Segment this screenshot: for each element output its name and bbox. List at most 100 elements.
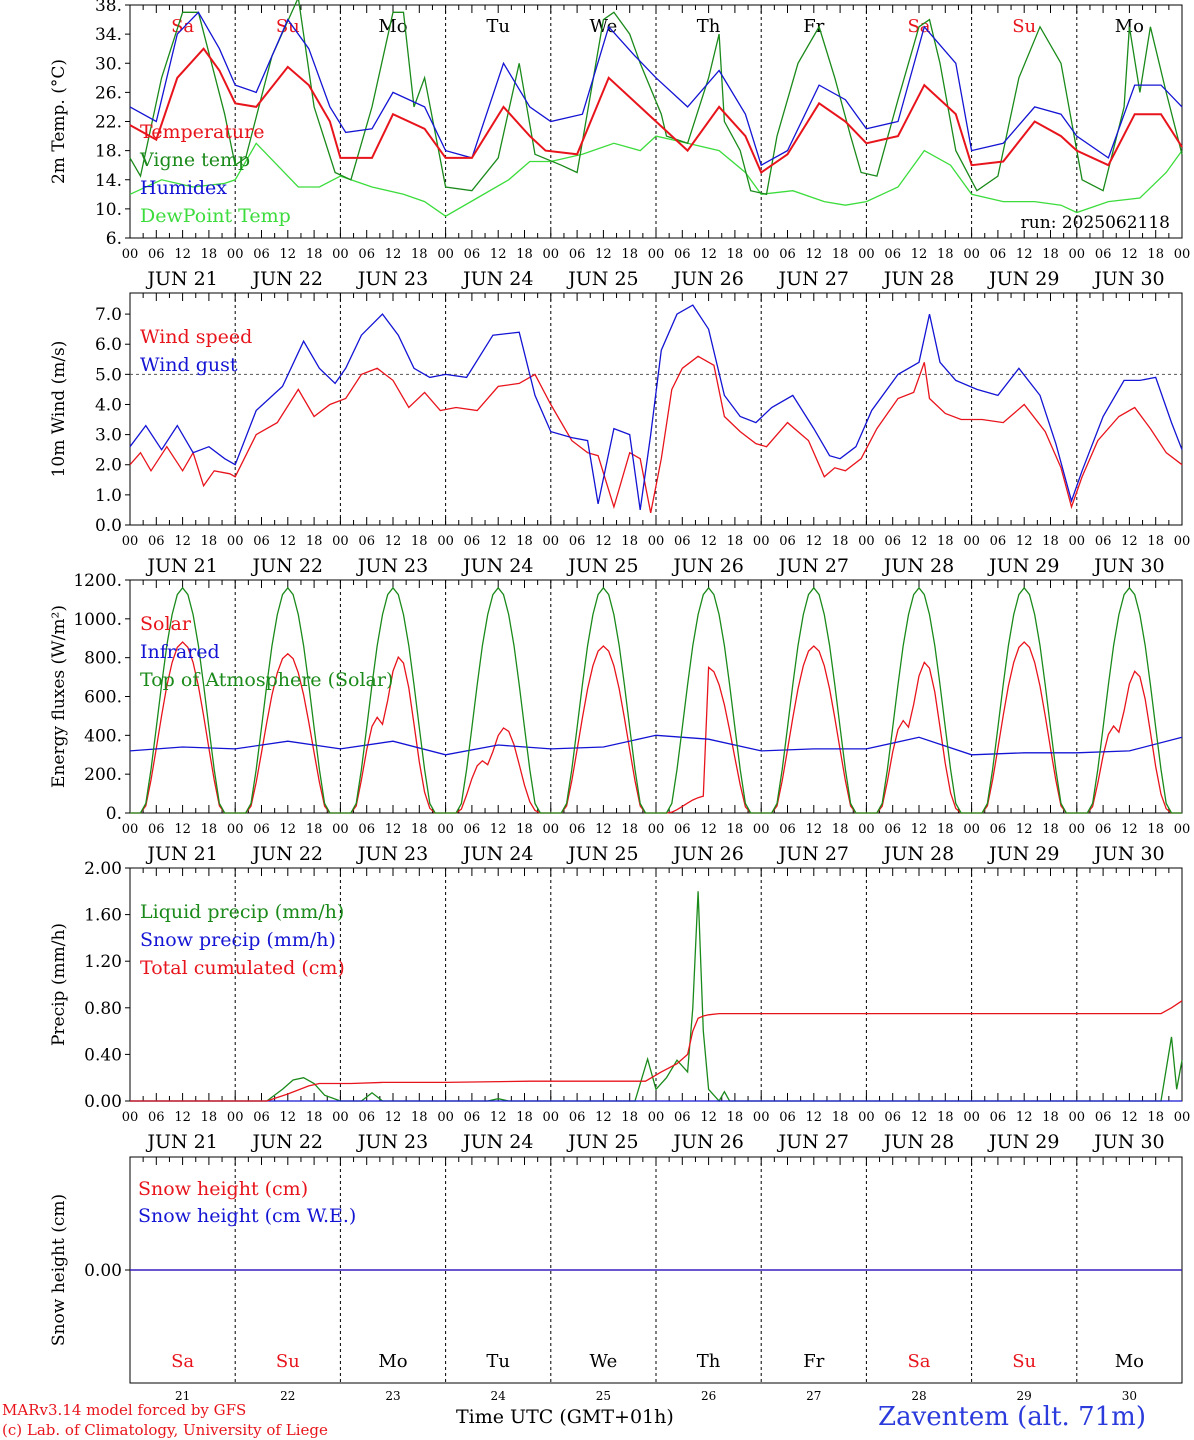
hour-tick-label: 00 [858,1110,875,1125]
legend-entry: Infrared [140,641,220,663]
date-label: JUN 30 [1092,268,1164,290]
date-label: JUN 29 [987,555,1059,577]
hour-tick-label: 00 [227,247,244,262]
hour-tick-label: 18 [201,534,218,549]
hour-tick-label: 18 [1147,534,1164,549]
hour-tick-label: 12 [1121,822,1138,837]
hour-tick-label: 00 [753,534,770,549]
hour-tick-label: 06 [1095,247,1112,262]
date-label: JUN 23 [356,1131,428,1153]
y-axis-label: 10m Wind (m/s) [49,341,69,478]
hour-tick-label: 18 [411,822,428,837]
date-label: JUN 27 [777,843,849,865]
weekday-label: Su [276,1351,300,1372]
hour-tick-label: 18 [201,822,218,837]
y-tick-label: 6.0 [95,335,122,355]
date-label: JUN 27 [777,1131,849,1153]
hour-tick-label: 18 [1042,534,1059,549]
hour-tick-label: 06 [884,822,901,837]
hour-tick-label: 18 [621,247,638,262]
hour-tick-label: 18 [832,1110,849,1125]
hour-tick-label: 06 [779,1110,796,1125]
hour-tick-label: 06 [674,1110,691,1125]
hour-tick-label: 06 [674,534,691,549]
series-line-wind-gust [129,304,1183,510]
hour-tick-label: 12 [174,247,191,262]
date-label: JUN 21 [145,555,217,577]
hour-tick-label: 00 [1069,247,1086,262]
day-number-label: 27 [806,1389,821,1403]
hour-tick-label: 06 [779,247,796,262]
hour-tick-label: 18 [201,1110,218,1125]
hour-tick-label: 18 [937,822,954,837]
minor-ticks [129,293,1183,525]
y-tick-label: 26. [95,83,122,103]
hour-tick-label: 06 [148,247,165,262]
credit-line: (c) Lab. of Climatology, University of L… [2,1421,328,1439]
day-number-label: 25 [596,1389,611,1403]
hour-tick-label: 12 [385,822,402,837]
hour-tick-label: 00 [543,534,560,549]
date-label: JUN 22 [251,1131,323,1153]
hour-tick-label: 06 [148,822,165,837]
hour-tick-label: 00 [648,247,665,262]
hour-tick-label: 00 [1069,534,1086,549]
hour-tick-label: 00 [332,1110,349,1125]
y-tick-label: 14. [95,171,122,191]
weekday-label: Sa [907,1351,930,1372]
date-label: JUN 28 [882,1131,954,1153]
hour-tick-label: 12 [1016,247,1033,262]
hour-tick-label: 06 [464,534,481,549]
hour-tick-label: 00 [332,534,349,549]
legend-entry: DewPoint Temp [140,205,291,227]
hour-tick-label: 06 [1095,1110,1112,1125]
hour-tick-label: 06 [1095,822,1112,837]
date-label: JUN 21 [145,843,217,865]
y-tick-label: 400. [84,726,122,746]
hour-tick-label: 00 [227,1110,244,1125]
hour-tick-label: 06 [569,1110,586,1125]
y-tick-label: 4.0 [95,395,122,415]
hour-tick-label: 00 [753,247,770,262]
hour-tick-label: 18 [832,822,849,837]
model-line: MARv3.14 model forced by GFS [2,1401,247,1419]
legend-entry: Wind gust [140,354,238,376]
hour-tick-label: 18 [937,534,954,549]
weekday-label: Th [697,16,721,37]
weekday-label: Su [1012,16,1036,37]
hour-tick-label: 18 [306,1110,323,1125]
series-line-temperature [129,47,1183,175]
hour-tick-label: 12 [595,1110,612,1125]
date-label: JUN 23 [356,555,428,577]
date-label: JUN 25 [566,843,638,865]
hour-tick-label: 12 [280,822,297,837]
hour-tick-label: 00 [437,822,454,837]
hour-tick-label: 18 [306,822,323,837]
hour-tick-label: 00 [1174,1110,1191,1125]
weekday-label: Fr [803,1351,824,1372]
hour-tick-label: 06 [884,1110,901,1125]
y-tick-label: 1200. [73,571,122,591]
hour-tick-label: 06 [569,534,586,549]
hour-tick-label: 12 [385,247,402,262]
date-label: JUN 24 [461,555,533,577]
hour-tick-label: 00 [963,822,980,837]
y-tick-label: 18. [95,142,122,162]
y-tick-label: 0.80 [84,999,122,1019]
hour-tick-label: 18 [832,247,849,262]
series-line-wind-speed [129,355,1183,514]
y-tick-label: 0.0 [95,516,122,536]
hour-tick-label: 18 [832,534,849,549]
legend-entry: Liquid precip (mm/h) [140,901,344,923]
series-line-vigne-temp [129,0,1183,196]
hour-tick-label: 12 [911,534,928,549]
series-line-dewpoint-temp [129,135,1183,217]
hour-tick-label: 06 [358,822,375,837]
hour-tick-label: 00 [332,247,349,262]
y-tick-label: 3.0 [95,426,122,446]
weekday-label: Mo [1115,1351,1144,1372]
legend-entry: Snow height (cm W.E.) [138,1205,356,1227]
chart-panel-temp: 6. 10. 14. 18. 22. 26. 30. 34. 38. 2m Temp. (°C) 0… [49,0,1190,290]
hour-tick-label: 12 [1121,1110,1138,1125]
